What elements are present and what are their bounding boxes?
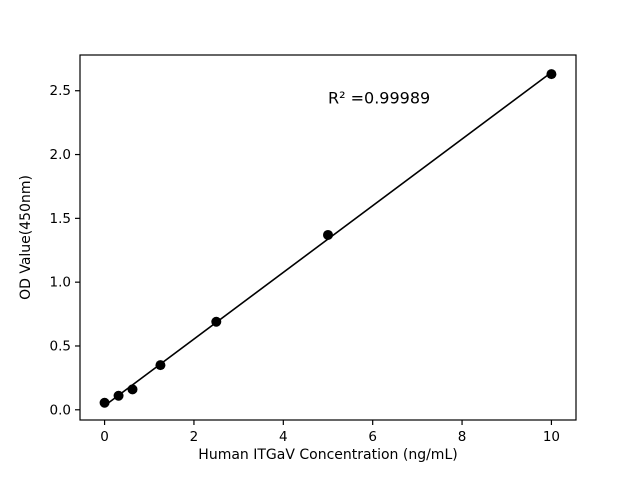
r-squared-annotation: R² =0.99989 xyxy=(328,88,430,107)
data-point xyxy=(127,384,138,395)
x-axis-label: Human ITGaV Concentration (ng/mL) xyxy=(198,447,457,463)
y-tick-label: 2.5 xyxy=(50,83,71,99)
y-tick-label: 1.0 xyxy=(50,275,71,291)
x-tick-label: 6 xyxy=(368,429,377,445)
data-point xyxy=(546,69,557,80)
x-tick-label: 4 xyxy=(279,429,288,445)
y-tick-label: 0.0 xyxy=(50,402,71,418)
plot-frame xyxy=(79,54,577,421)
data-series xyxy=(99,69,557,408)
data-point xyxy=(155,360,166,371)
y-tick-label: 1.5 xyxy=(50,211,71,227)
data-point xyxy=(99,397,110,408)
x-tick-label: 10 xyxy=(543,429,560,445)
x-tick-label: 8 xyxy=(458,429,467,445)
x-tick-label: 2 xyxy=(190,429,199,445)
data-point xyxy=(113,390,124,401)
y-axis-label: OD Value(450nm) xyxy=(18,175,34,300)
x-tick-label: 0 xyxy=(100,429,109,445)
y-tick-label: 0.5 xyxy=(50,338,71,354)
y-tick-label: 2.0 xyxy=(50,147,71,163)
data-point xyxy=(323,229,333,240)
axis-ticks: 0 2 4 6 8 10 0.0 0.5 1.0 1.5 2.0 2.5 xyxy=(50,83,561,445)
data-point xyxy=(211,316,222,327)
